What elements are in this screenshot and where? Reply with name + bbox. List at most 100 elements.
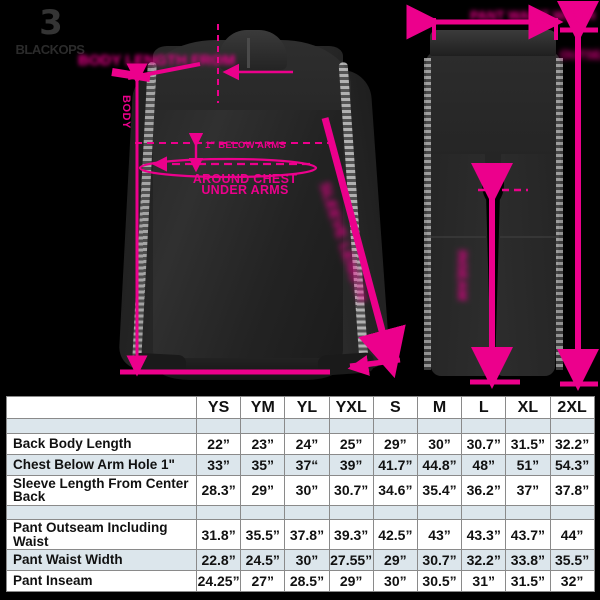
measurement-value-yl: 30” xyxy=(284,548,330,571)
measurement-value-l: 30.7” xyxy=(461,432,507,455)
spacer-cell xyxy=(416,504,463,521)
measurement-value-m: 44.8” xyxy=(416,453,463,477)
label-one-inch-below-arms: 1” BELOW ARMS xyxy=(205,140,286,151)
measurement-value-yxl: 27.55” xyxy=(328,548,374,571)
spacer-cell xyxy=(328,504,374,521)
measurement-value-s: 34.6” xyxy=(372,475,418,506)
spacer-cell xyxy=(549,504,595,521)
measurement-value-yl: 37.8” xyxy=(284,519,330,550)
brand-logo: 3 BLACKOPS xyxy=(8,6,92,58)
row-label-header xyxy=(6,395,197,420)
table-row: Pant Outseam Including Waist 31.8” 35.5” 37… xyxy=(6,519,595,550)
measurement-value-xl: 31.5” xyxy=(505,432,551,455)
spacer-cell xyxy=(284,418,330,434)
spacer-cell xyxy=(505,504,551,521)
measurement-value-s: 42.5” xyxy=(372,519,418,550)
measurement-value-2xl: 44” xyxy=(549,519,595,550)
size-table-area: YS YM YL YXL S M L XL 2XL Back Body Length 22” 23” 2… xyxy=(0,392,600,600)
pants-right-knee-seam xyxy=(500,236,556,238)
measurement-value-m: 30.5” xyxy=(416,569,463,593)
spacer-cell xyxy=(240,504,286,521)
measurement-value-m: 30” xyxy=(416,432,463,455)
measurement-value-ys: 22.8” xyxy=(195,548,242,571)
spacer-cell xyxy=(372,418,418,434)
jacket-shoulder-callout-bar xyxy=(111,68,151,82)
label-shoulder-callout-blurred: BODY LENGTH FROM xyxy=(78,52,235,69)
table-row: Chest Below Arm Hole 1" 33” 35” 37“ 39” 41.7”… xyxy=(6,453,595,477)
measurement-value-ys: 33” xyxy=(195,453,242,477)
measurement-value-m: 35.4” xyxy=(416,475,463,506)
measurement-value-ym: 27” xyxy=(240,569,286,593)
measurement-label: Back Body Length xyxy=(6,432,197,455)
column-header-xl: XL xyxy=(505,395,551,420)
size-chart-table: YS YM YL YXL S M L XL 2XL Back Body Length 22” 23” 2… xyxy=(6,395,595,593)
table-row: Back Body Length 22” 23” 24” 25” 29” 30” 30.7” 3… xyxy=(6,432,595,455)
measurement-value-yxl: 29” xyxy=(328,569,374,593)
spacer-cell xyxy=(195,504,242,521)
spacer-cell xyxy=(6,504,197,521)
measurement-value-s: 29” xyxy=(372,548,418,571)
measurement-label: Pant Inseam xyxy=(6,569,197,593)
size-table-header-row: YS YM YL YXL S M L XL 2XL xyxy=(6,395,595,420)
column-header-ym: YM xyxy=(240,395,286,420)
table-row: Pant Waist Width 22.8” 24.5” 30” 27.55” 29” 30… xyxy=(6,548,595,571)
table-row: Pant Inseam 24.25” 27” 28.5” 29” 30” 30.5” 31” 3… xyxy=(6,569,595,593)
measurement-value-s: 30” xyxy=(372,569,418,593)
label-body-length: BODY xyxy=(120,95,132,129)
spacer-cell xyxy=(505,418,551,434)
measurement-value-s: 41.7” xyxy=(372,453,418,477)
jacket-collar xyxy=(219,30,287,70)
spacer-cell xyxy=(372,504,418,521)
spacer-cell xyxy=(461,504,507,521)
measurement-value-yl: 28.5” xyxy=(284,569,330,593)
measurement-value-yxl: 39” xyxy=(328,453,374,477)
spacer-cell xyxy=(284,504,330,521)
measurement-label: Sleeve Length From Center Back xyxy=(6,475,197,506)
measurement-value-ys: 22” xyxy=(195,432,242,455)
logo-mark-icon: 3 xyxy=(39,3,63,43)
measurement-value-l: 32.2” xyxy=(461,548,507,571)
measurement-value-yl: 37“ xyxy=(284,453,330,477)
pants-left-knee-seam xyxy=(430,236,486,238)
label-under-arms: UNDER ARMS xyxy=(201,183,289,197)
measurement-overlay xyxy=(111,1,599,391)
measurement-value-xl: 33.8” xyxy=(505,548,551,571)
spacer-cell xyxy=(416,418,463,434)
measurement-value-l: 43.3” xyxy=(461,519,507,550)
measurement-value-2xl: 54.3” xyxy=(549,453,595,477)
spacer-cell xyxy=(6,418,197,434)
measurement-value-l: 31” xyxy=(461,569,507,593)
label-pant-outseam-blurred: OUTSEAM xyxy=(560,48,600,62)
jacket-chest-ellipse xyxy=(138,157,318,179)
spacer-cell xyxy=(240,418,286,434)
label-around-chest: AROUND CHEST xyxy=(192,172,298,186)
logo-wordmark: BLACKOPS xyxy=(15,42,85,57)
label-pant-inseam-blurred: INSEAM xyxy=(455,250,470,301)
garment-illustration-area: 3 BLACKOPS xyxy=(8,1,600,391)
table-group-spacer xyxy=(6,418,595,434)
spacer-cell xyxy=(328,418,374,434)
column-header-l: L xyxy=(461,395,507,420)
measurement-value-ym: 24.5” xyxy=(240,548,286,571)
measurement-label: Chest Below Arm Hole 1" xyxy=(6,453,197,477)
spacer-cell xyxy=(195,418,242,434)
measurement-value-2xl: 37.8” xyxy=(549,475,595,506)
measurement-value-xl: 37” xyxy=(505,475,551,506)
column-header-s: S xyxy=(372,395,418,420)
jacket-cuff-arrow xyxy=(347,355,393,376)
measurement-value-ym: 35” xyxy=(240,453,286,477)
measurement-value-xl: 43.7” xyxy=(505,519,551,550)
column-header-m: M xyxy=(416,395,463,420)
pants-seat xyxy=(426,52,560,172)
measurement-label: Pant Outseam Including Waist xyxy=(6,519,197,550)
column-header-yl: YL xyxy=(284,395,330,420)
jacket-sleeve-length-arrow xyxy=(321,117,406,379)
measurement-value-ym: 23” xyxy=(240,432,286,455)
measurement-value-yxl: 39.3” xyxy=(328,519,374,550)
measurement-value-yxl: 30.7” xyxy=(328,475,374,506)
measurement-value-ys: 31.8” xyxy=(195,519,242,550)
spacer-cell xyxy=(461,418,507,434)
measurement-value-ym: 35.5” xyxy=(240,519,286,550)
measurement-value-xl: 31.5” xyxy=(505,569,551,593)
